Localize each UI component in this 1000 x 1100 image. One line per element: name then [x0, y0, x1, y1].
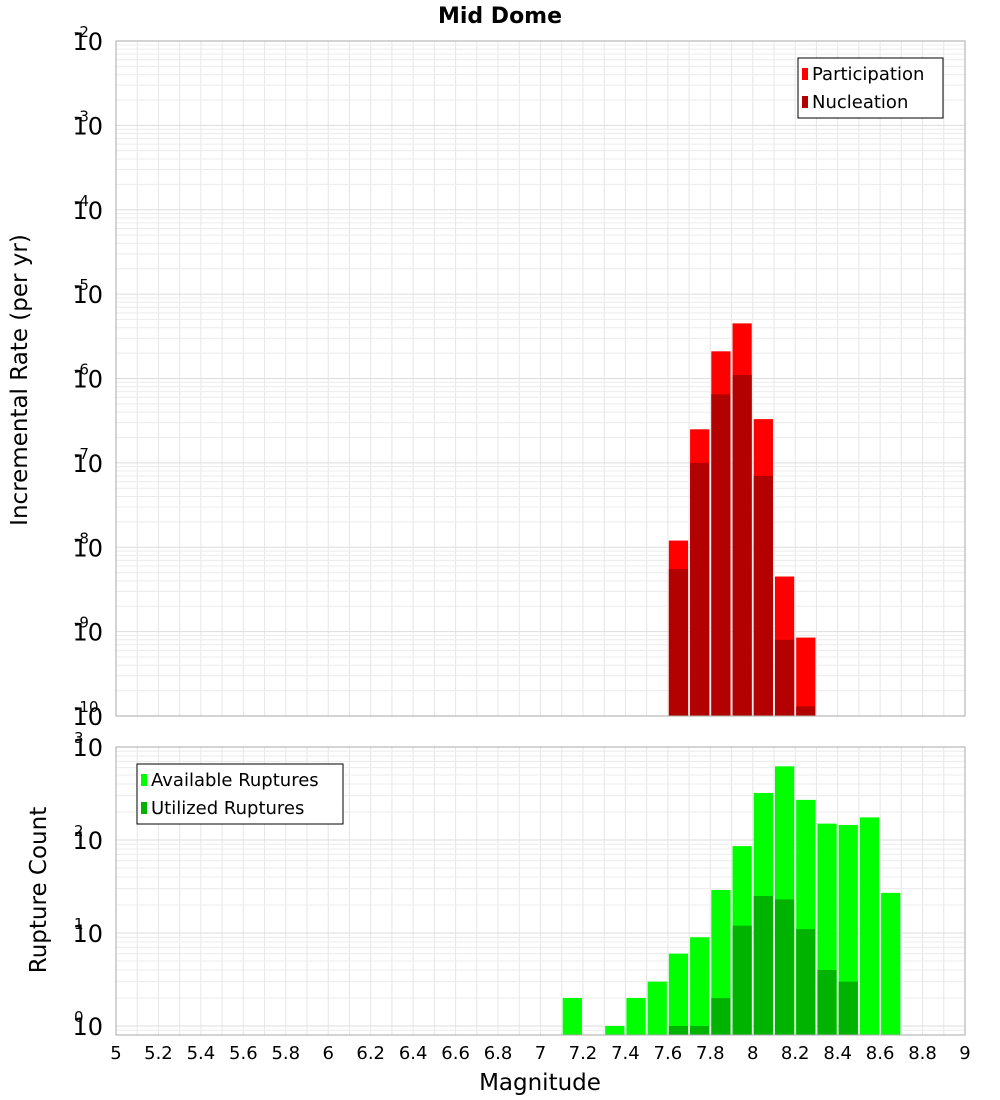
x-tick-label: 7.6	[654, 1043, 683, 1064]
x-tick-label: 6.8	[484, 1043, 513, 1064]
y-tick-exponent: -6	[74, 361, 89, 379]
x-axis-label: Magnitude	[479, 1070, 601, 1096]
bar-nucleation-7.95	[732, 375, 752, 716]
legend-swatch-available-ruptures	[141, 774, 147, 786]
y-tick-base: 10	[72, 112, 103, 140]
y-tick-exponent: -2	[74, 23, 89, 41]
legend-swatch-nucleation	[802, 96, 808, 108]
bar-utilized-ruptures-8.25	[796, 929, 816, 1035]
y-tick-exponent: -4	[74, 192, 89, 210]
legend-label-participation: Participation	[812, 64, 924, 85]
y-tick-exponent: -5	[74, 276, 89, 294]
x-tick-label: 6	[323, 1043, 334, 1064]
x-tick-label: 8	[747, 1043, 758, 1064]
x-tick-label: 5.4	[187, 1043, 216, 1064]
y-tick-base: 10	[72, 619, 103, 647]
bar-utilized-ruptures-8.45	[838, 981, 858, 1035]
x-tick-label: 7.2	[569, 1043, 598, 1064]
rate-plot-frame	[115, 40, 966, 717]
bar-available-ruptures-7.15	[562, 997, 582, 1035]
y-tick-base: 10	[72, 734, 103, 762]
y-tick-exponent: -9	[74, 614, 89, 632]
bar-nucleation-7.65	[668, 569, 689, 716]
y-tick-base: 10	[72, 281, 103, 309]
rate-panel: 10-1010-910-810-710-610-510-410-310-2Par…	[72, 23, 966, 731]
legend-swatch-utilized-ruptures	[141, 802, 147, 814]
bar-nucleation-7.85	[711, 394, 731, 716]
bar-utilized-ruptures-8.05	[753, 895, 773, 1035]
bar-utilized-ruptures-8.35	[817, 969, 837, 1035]
bar-available-ruptures-7.45	[626, 997, 646, 1035]
y-tick-base: 10	[72, 534, 103, 562]
x-tick-label: 8.6	[866, 1043, 895, 1064]
y-tick-exponent: 2	[74, 822, 84, 840]
y-tick-exponent: -7	[74, 445, 89, 463]
top-y-axis-label: Incremental Rate (per yr)	[7, 234, 33, 526]
rate-legend: Participation Nucleation	[797, 57, 944, 119]
bar-nucleation-8.15	[774, 639, 795, 716]
bottom-y-axis-label: Rupture Count	[26, 807, 52, 973]
bar-utilized-ruptures-8.15	[774, 899, 795, 1035]
x-tick-label: 6.4	[399, 1043, 428, 1064]
x-tick-label: 6.2	[356, 1043, 385, 1064]
bar-nucleation-8.25	[796, 706, 816, 716]
y-tick-exponent: -8	[74, 529, 89, 547]
rate-series-nucleation	[668, 375, 816, 716]
bar-utilized-ruptures-7.65	[668, 1025, 689, 1035]
x-tick-labels: 5 5.2 5.4 5.6 5.8 6 6.2 6.4 6.6 6.8 7 7.2 7.4 7.6 7.8 8…	[110, 1043, 970, 1064]
bar-utilized-ruptures-7.95	[732, 925, 752, 1035]
y-tick-base: 10	[72, 920, 103, 948]
y-tick-exponent: 0	[74, 1008, 84, 1026]
bar-nucleation-8.05	[753, 475, 773, 716]
bar-participation-8.25	[796, 637, 816, 716]
bar-available-ruptures-7.35	[605, 1025, 625, 1035]
y-tick-base: 10	[72, 366, 103, 394]
bar-available-ruptures-7.65	[668, 953, 689, 1035]
legend-swatch-participation	[802, 68, 808, 80]
y-tick-base: 10	[72, 450, 103, 478]
rate-gridlines	[115, 40, 966, 717]
y-tick-exponent: 3	[74, 729, 84, 747]
x-tick-label: 5.8	[271, 1043, 300, 1064]
y-tick-exponent: -3	[74, 107, 89, 125]
x-tick-label: 5	[110, 1043, 121, 1064]
y-tick-base: 10	[72, 1013, 103, 1041]
count-legend: Available Ruptures Utilized Ruptures	[136, 763, 344, 825]
legend-label-utilized-ruptures: Utilized Ruptures	[151, 798, 304, 819]
x-tick-label: 9	[959, 1043, 970, 1064]
x-tick-label: 5.6	[229, 1043, 258, 1064]
x-tick-label: 6.6	[441, 1043, 470, 1064]
y-tick-base: 10	[72, 197, 103, 225]
y-tick-base: 10	[72, 703, 103, 731]
bar-available-ruptures-7.55	[647, 981, 667, 1035]
y-tick-exponent: -10	[74, 698, 99, 716]
x-tick-label: 8.2	[781, 1043, 810, 1064]
x-tick-label: 7.8	[696, 1043, 725, 1064]
y-tick-exponent: 1	[74, 915, 84, 933]
bar-utilized-ruptures-7.75	[690, 1025, 710, 1035]
bar-nucleation-7.75	[690, 462, 710, 716]
legend-label-nucleation: Nucleation	[812, 92, 908, 113]
y-tick-base: 10	[72, 827, 103, 855]
count-plot-frame	[115, 746, 966, 1036]
x-tick-label: 8.4	[823, 1043, 852, 1064]
x-tick-label: 5.2	[144, 1043, 173, 1064]
x-tick-label: 7.4	[611, 1043, 640, 1064]
bar-available-ruptures-8.65	[881, 892, 901, 1035]
legend-label-available-ruptures: Available Ruptures	[151, 770, 319, 791]
x-tick-label: 8.8	[908, 1043, 937, 1064]
y-tick-base: 10	[72, 28, 103, 56]
count-series-utilized-ruptures	[668, 895, 858, 1035]
x-tick-label: 7	[535, 1043, 546, 1064]
chart-title: Mid Dome	[438, 4, 562, 29]
bar-available-ruptures-7.75	[690, 937, 710, 1035]
bar-utilized-ruptures-7.85	[711, 997, 731, 1035]
bar-available-ruptures-8.55	[859, 817, 880, 1035]
